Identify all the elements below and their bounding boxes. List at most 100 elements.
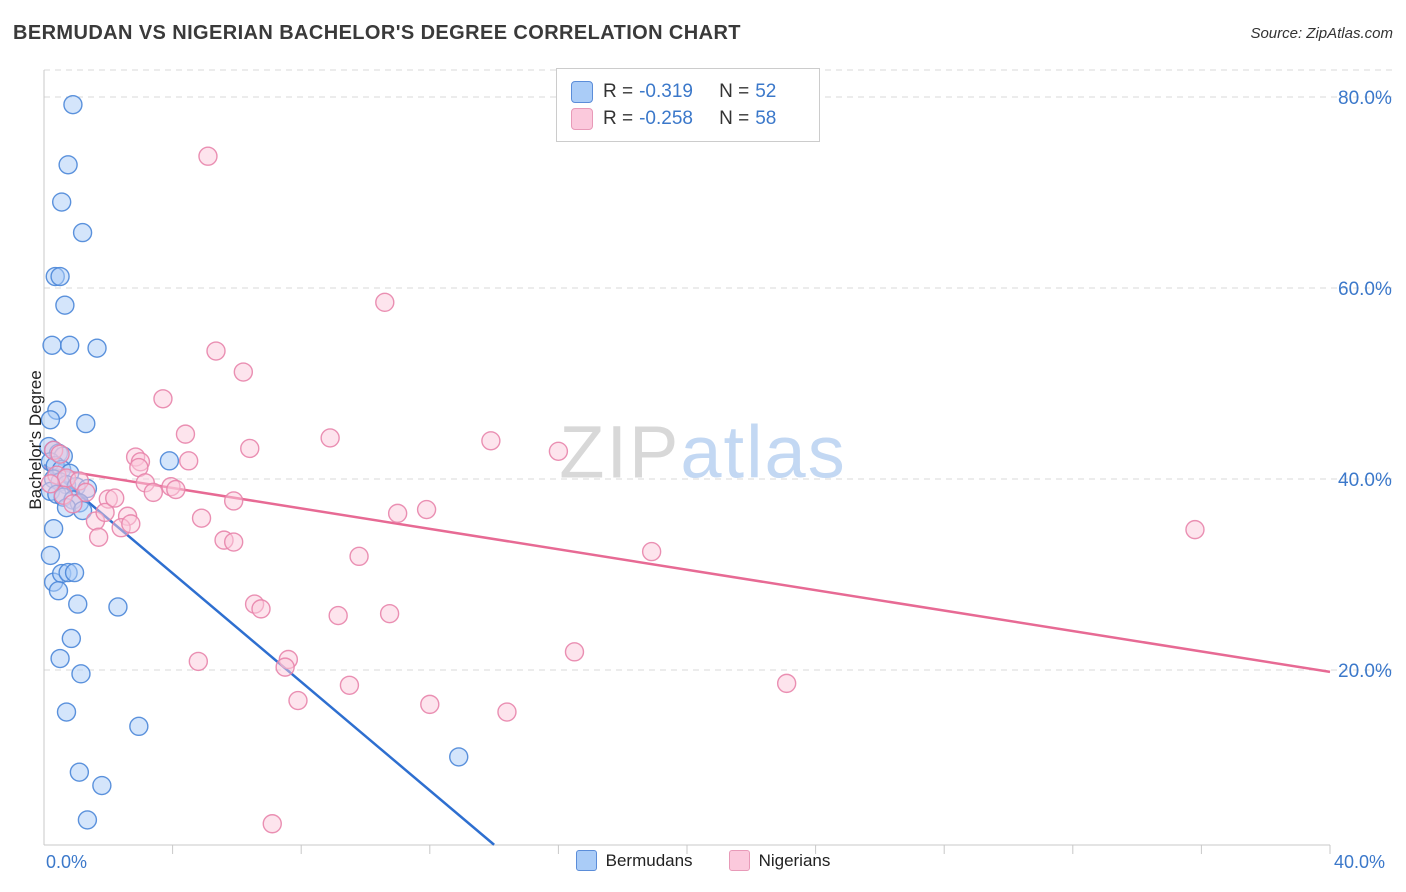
stats-legend-row-bermudans: R = -0.319 N = 52: [571, 78, 805, 105]
data-point-nigerian: [143, 482, 164, 503]
data-point-bermudan: [72, 222, 93, 243]
x-axis-min-label: 0.0%: [46, 852, 88, 872]
data-point-nigerian: [497, 702, 517, 722]
data-point-nigerian: [375, 292, 395, 313]
data-point-nigerian: [223, 491, 244, 511]
r-value-nigerians: -0.258: [639, 107, 693, 129]
data-point-nigerian: [420, 694, 440, 715]
data-point-nigerian: [275, 657, 295, 677]
data-point-nigerian: [233, 362, 254, 382]
data-point-bermudan: [40, 545, 61, 566]
data-point-bermudan: [43, 518, 64, 539]
data-point-nigerian: [76, 482, 96, 503]
data-point-nigerian: [166, 479, 186, 500]
data-point-nigerian: [328, 605, 348, 626]
trend-line-bermudan: [43, 463, 495, 846]
data-point-bermudan: [77, 810, 98, 830]
data-point-bermudan: [58, 155, 78, 175]
n-label: N =: [719, 107, 750, 129]
chart-title: BERMUDAN VS NIGERIAN BACHELOR'S DEGREE C…: [13, 22, 741, 44]
data-point-bermudan: [108, 597, 128, 617]
nigerians-swatch-icon: [571, 107, 593, 130]
data-point-nigerian: [88, 527, 109, 547]
r-label: R =: [603, 107, 634, 129]
data-point-nigerian: [191, 508, 212, 528]
y-tick-label: 80.0%: [1338, 88, 1392, 109]
data-point-bermudan: [48, 581, 69, 601]
legend-item-nigerians: Nigerians: [728, 850, 831, 871]
y-axis-title: Bachelor's Degree: [26, 370, 45, 510]
data-point-nigerian: [40, 474, 61, 494]
stats-legend: R = -0.319 N = 52 R = -0.258 N = 58: [556, 68, 820, 142]
data-point-nigerian: [121, 514, 141, 534]
data-point-bermudan: [69, 762, 90, 782]
bermudans-swatch-icon: [571, 80, 593, 103]
data-point-bermudan: [71, 664, 91, 684]
data-point-nigerian: [339, 675, 360, 695]
data-point-nigerian: [776, 673, 797, 694]
data-point-nigerian: [387, 503, 408, 524]
data-point-nigerian: [564, 642, 585, 662]
data-point-nigerian: [188, 651, 209, 672]
r-label: R =: [603, 80, 634, 102]
data-point-nigerian: [175, 424, 196, 444]
data-point-bermudan: [87, 338, 107, 358]
data-point-bermudan: [159, 451, 180, 471]
data-point-bermudan: [64, 562, 85, 583]
data-point-nigerian: [198, 146, 218, 166]
source-attribution: Source: ZipAtlas.com: [1250, 25, 1393, 42]
r-value-bermudans: -0.319: [639, 80, 693, 102]
data-point-nigerian: [178, 451, 199, 471]
data-point-nigerian: [63, 494, 83, 514]
data-point-nigerian: [95, 502, 115, 523]
data-point-nigerian: [50, 444, 70, 464]
data-point-nigerian: [481, 431, 501, 451]
series-legend: Bermudans Nigerians: [0, 850, 1406, 871]
y-tick-label: 40.0%: [1338, 470, 1392, 491]
data-point-bermudan: [60, 335, 80, 355]
data-point-nigerian: [223, 532, 244, 552]
nigerians-swatch-icon: [728, 850, 750, 871]
data-point-nigerian: [1185, 519, 1205, 540]
data-point-nigerian: [262, 814, 282, 834]
data-point-nigerian: [153, 389, 173, 409]
data-point-bermudan: [50, 266, 70, 287]
bermudans-swatch-icon: [575, 850, 597, 871]
data-point-bermudan: [76, 413, 96, 434]
data-point-nigerian: [641, 541, 662, 562]
data-point-bermudan: [68, 594, 88, 614]
data-point-bermudan: [61, 628, 82, 649]
data-point-nigerian: [379, 603, 400, 624]
legend-item-bermudans: Bermudans: [575, 850, 693, 871]
data-point-bermudan: [56, 702, 77, 722]
y-tick-label: 20.0%: [1338, 661, 1392, 682]
data-point-nigerian: [548, 441, 569, 462]
data-point-bermudan: [129, 716, 149, 737]
data-point-bermudan: [449, 747, 469, 767]
legend-label-bermudans: Bermudans: [605, 850, 693, 870]
x-axis-max-label: 40.0%: [1334, 852, 1386, 872]
data-point-nigerian: [416, 499, 437, 520]
data-point-bermudan: [92, 775, 112, 796]
trend-line-nigerian: [43, 466, 1331, 674]
data-point-bermudan: [40, 410, 61, 430]
data-point-bermudan: [55, 295, 75, 315]
data-point-nigerian: [349, 546, 369, 567]
n-value-bermudans: 52: [755, 80, 777, 102]
data-point-bermudan: [50, 648, 70, 669]
data-point-nigerian: [105, 488, 125, 508]
data-point-nigerian: [251, 599, 271, 619]
data-point-bermudan: [51, 192, 72, 212]
data-point-nigerian: [206, 341, 226, 361]
y-tick-label: 60.0%: [1338, 279, 1392, 300]
legend-label-nigerians: Nigerians: [758, 850, 831, 870]
n-value-nigerians: 58: [755, 107, 777, 129]
data-point-nigerian: [320, 428, 340, 448]
data-point-nigerian: [288, 690, 308, 711]
data-point-bermudan: [63, 94, 83, 115]
stats-legend-row-nigerians: R = -0.258 N = 58: [571, 105, 805, 132]
data-point-nigerian: [240, 438, 260, 459]
data-point-bermudan: [42, 335, 62, 355]
